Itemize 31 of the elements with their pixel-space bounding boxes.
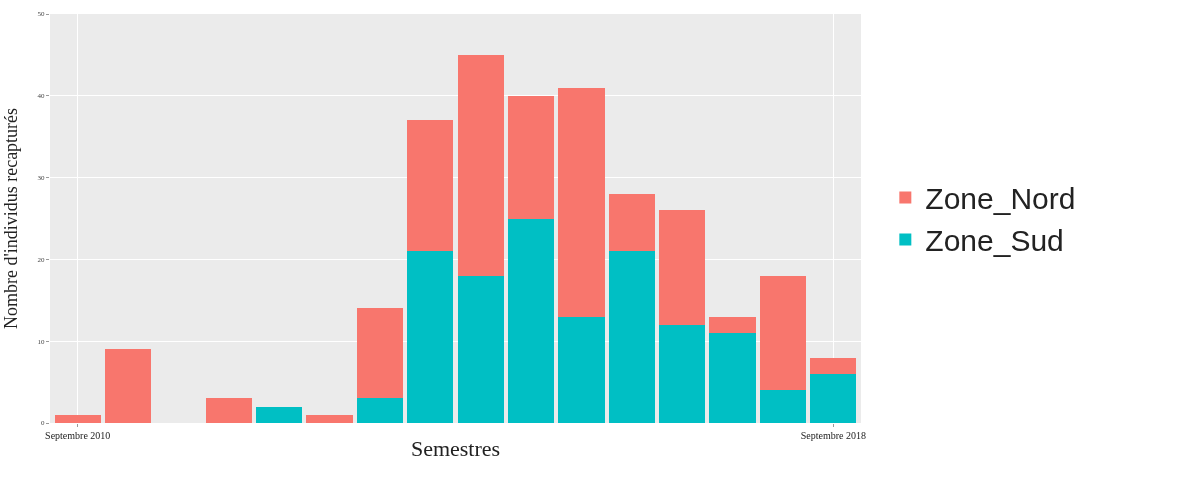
bar: [507, 218, 555, 423]
bar: [306, 414, 353, 423]
bar: [356, 398, 404, 423]
x-tick-label: Septembre 2018: [800, 430, 866, 441]
x-axis-title: Semestres: [410, 435, 501, 461]
bar: [810, 373, 857, 423]
bar: [558, 87, 605, 317]
bar: [759, 275, 807, 391]
bar: [104, 349, 152, 423]
bar: [759, 390, 807, 423]
bar: [659, 324, 706, 423]
y-axis-title: Nombre d'individus recapturés: [0, 107, 21, 330]
bar: [457, 54, 504, 276]
legend-label: Zone_Sud: [925, 224, 1064, 258]
bar: [810, 357, 857, 374]
bar: [256, 406, 303, 423]
bar: [407, 120, 454, 252]
bar: [608, 251, 655, 423]
bar: [608, 193, 655, 252]
x-tick-label: Septembre 2010: [45, 430, 111, 441]
bar: [356, 308, 404, 399]
bar: [407, 251, 454, 423]
bar: [54, 414, 101, 423]
bar: [205, 398, 252, 423]
legend-label: Zone_Nord: [925, 182, 1076, 216]
bar: [457, 275, 504, 423]
bar: [709, 333, 756, 423]
bar: [709, 316, 756, 334]
bar: [558, 316, 605, 423]
bar: [507, 95, 555, 219]
bar: [659, 210, 706, 325]
